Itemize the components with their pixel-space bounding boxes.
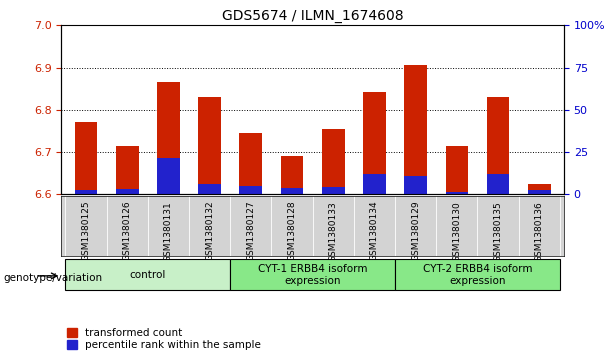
Text: GSM1380126: GSM1380126 xyxy=(123,201,132,261)
Bar xyxy=(363,92,386,194)
Text: CYT-2 ERBB4 isoform
expression: CYT-2 ERBB4 isoform expression xyxy=(423,264,532,286)
Bar xyxy=(157,158,180,194)
Text: GSM1380125: GSM1380125 xyxy=(82,201,91,261)
Bar xyxy=(528,184,550,194)
Text: GSM1380133: GSM1380133 xyxy=(329,201,338,262)
Bar xyxy=(322,187,345,194)
Bar xyxy=(75,122,97,194)
Bar xyxy=(240,186,262,194)
Bar xyxy=(487,97,509,194)
Text: GSM1380132: GSM1380132 xyxy=(205,201,214,261)
Text: control: control xyxy=(129,270,166,280)
Bar xyxy=(198,97,221,194)
Bar xyxy=(116,189,139,194)
Bar xyxy=(363,174,386,194)
Text: GSM1380127: GSM1380127 xyxy=(246,201,256,261)
Text: GSM1380129: GSM1380129 xyxy=(411,201,420,261)
Bar xyxy=(528,190,550,194)
Bar xyxy=(281,156,303,194)
Text: GSM1380134: GSM1380134 xyxy=(370,201,379,261)
FancyBboxPatch shape xyxy=(395,260,560,290)
Text: GSM1380131: GSM1380131 xyxy=(164,201,173,262)
Bar xyxy=(157,82,180,194)
Bar xyxy=(198,184,221,194)
Text: genotype/variation: genotype/variation xyxy=(3,273,102,283)
Bar xyxy=(75,190,97,194)
Title: GDS5674 / ILMN_1674608: GDS5674 / ILMN_1674608 xyxy=(222,9,403,23)
Text: GSM1380130: GSM1380130 xyxy=(452,201,462,262)
Text: CYT-1 ERBB4 isoform
expression: CYT-1 ERBB4 isoform expression xyxy=(258,264,367,286)
Bar xyxy=(322,129,345,194)
Bar xyxy=(446,192,468,194)
Legend: transformed count, percentile rank within the sample: transformed count, percentile rank withi… xyxy=(66,328,261,350)
Bar xyxy=(405,65,427,194)
Bar xyxy=(405,176,427,194)
Text: GSM1380128: GSM1380128 xyxy=(287,201,297,261)
Bar xyxy=(487,174,509,194)
Bar xyxy=(240,133,262,194)
Bar xyxy=(446,146,468,194)
FancyBboxPatch shape xyxy=(230,260,395,290)
Bar xyxy=(116,146,139,194)
Text: GSM1380136: GSM1380136 xyxy=(535,201,544,262)
Text: GSM1380135: GSM1380135 xyxy=(493,201,503,262)
Bar xyxy=(281,188,303,194)
FancyBboxPatch shape xyxy=(66,260,230,290)
